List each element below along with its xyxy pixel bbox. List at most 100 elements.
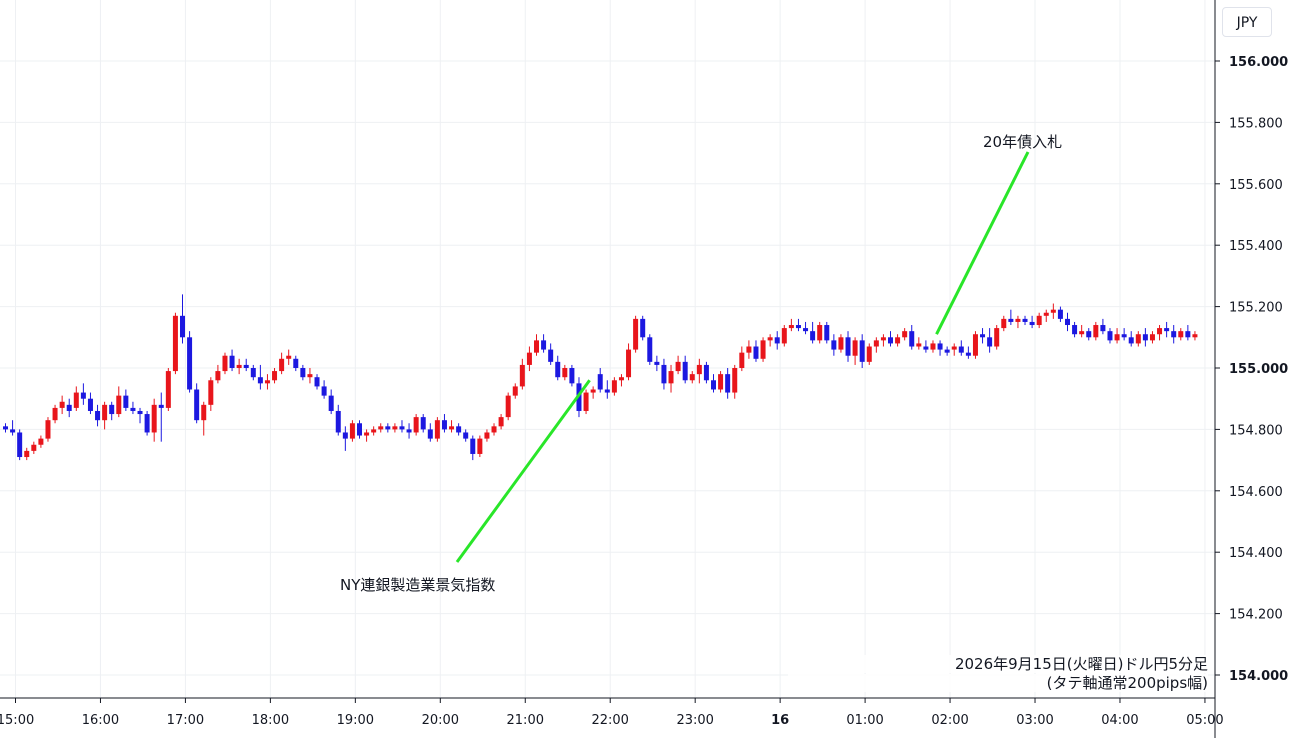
chart-caption-date: 2026年9月15日(火曜日)ドル円5分足 (788, 655, 1208, 673)
candle-body (1107, 331, 1113, 341)
candle-body (512, 386, 518, 396)
candle (357, 420, 362, 439)
candle (201, 401, 207, 436)
candle (647, 334, 653, 365)
candle-body (1072, 325, 1078, 335)
candle-body (272, 371, 278, 381)
candle-body (364, 432, 370, 436)
candle (774, 331, 780, 350)
candle (640, 315, 646, 341)
grid-lines (0, 0, 1215, 698)
candle-body (1086, 331, 1092, 338)
candle (335, 404, 341, 436)
candle-body (158, 404, 164, 408)
candle-body (1121, 334, 1127, 338)
candle-body (689, 374, 695, 381)
candle-body (427, 429, 433, 439)
candle-body (321, 386, 327, 396)
candle (123, 389, 129, 411)
candle (264, 374, 270, 390)
candle (364, 429, 370, 442)
candle-body (463, 432, 469, 439)
candle (909, 325, 915, 350)
candle-body (378, 426, 384, 430)
candle-body (491, 426, 497, 433)
candle-body (739, 352, 745, 368)
candle (1100, 318, 1106, 335)
candle (781, 325, 787, 347)
currency-badge[interactable]: JPY (1222, 7, 1272, 37)
candle-body (696, 364, 702, 375)
candle-body (555, 361, 561, 378)
candle-body (293, 358, 299, 368)
candle (286, 349, 292, 365)
candle (654, 355, 660, 372)
candle-body (300, 368, 306, 378)
candle (958, 340, 964, 356)
candle-body (1164, 328, 1170, 332)
price-axis[interactable]: 156.000 155.800 155.600 155.400 155.200 155.0… (1215, 55, 1288, 684)
candle-body (144, 414, 150, 433)
candle-body (201, 404, 207, 421)
candle (491, 423, 497, 436)
candle-body (1036, 315, 1042, 326)
candle (541, 334, 547, 353)
candle (109, 401, 115, 421)
candle-body (243, 364, 249, 368)
time-axis[interactable]: 15:00 16:00 17:00 18:00 19:00 20:00 21:00 22:00… (0, 698, 1224, 728)
candles (3, 294, 1198, 461)
price-tick-label: 155.800 (1229, 116, 1283, 131)
annotation-label: 20年債入札 (983, 133, 1062, 151)
candle-body (208, 380, 214, 405)
candle (590, 386, 596, 399)
time-tick-label: 22:00 (591, 713, 628, 728)
candle-body (972, 334, 978, 356)
candle-body (1157, 328, 1163, 335)
time-tick-label: 16:00 (82, 713, 119, 728)
candle (498, 414, 504, 430)
candle (512, 383, 518, 399)
candle (73, 386, 79, 411)
candle-body (420, 417, 426, 430)
candle (711, 374, 716, 393)
candle (866, 343, 872, 365)
price-tick-label: 154.600 (1229, 485, 1283, 500)
candle (1171, 325, 1177, 344)
candle (703, 361, 709, 384)
candle-body (1135, 334, 1141, 344)
candle (1015, 315, 1021, 329)
candle (1001, 315, 1007, 332)
candle-body (73, 392, 79, 408)
chart-caption-scale: (タテ軸通常200pips幅) (788, 674, 1208, 692)
price-tick-label: 155.000 (1229, 362, 1288, 377)
candle (137, 407, 143, 424)
candle-body (930, 343, 936, 350)
candle (477, 435, 483, 458)
candle (215, 364, 221, 384)
candle-body (767, 337, 773, 341)
candle-body (38, 438, 44, 445)
candle (1050, 303, 1056, 319)
candle (470, 435, 476, 461)
candle-body (1029, 321, 1035, 326)
candle-body (548, 349, 554, 362)
candle-body (781, 328, 787, 344)
time-tick-label: 16 (771, 713, 789, 728)
candle-body (406, 429, 412, 433)
candle-body (1050, 309, 1056, 313)
candle (597, 368, 603, 393)
candle (314, 374, 320, 390)
candle-body (392, 426, 398, 430)
candle (45, 417, 51, 442)
candle-body (1001, 318, 1007, 329)
candle (951, 343, 957, 356)
candle-body (95, 410, 101, 421)
candle-body (335, 410, 341, 433)
candle-body (215, 371, 221, 381)
candle-body (810, 331, 816, 341)
price-tick-label: 156.000 (1229, 55, 1288, 70)
candle (1114, 328, 1120, 344)
candle (994, 325, 1000, 350)
candle-body (10, 429, 16, 433)
